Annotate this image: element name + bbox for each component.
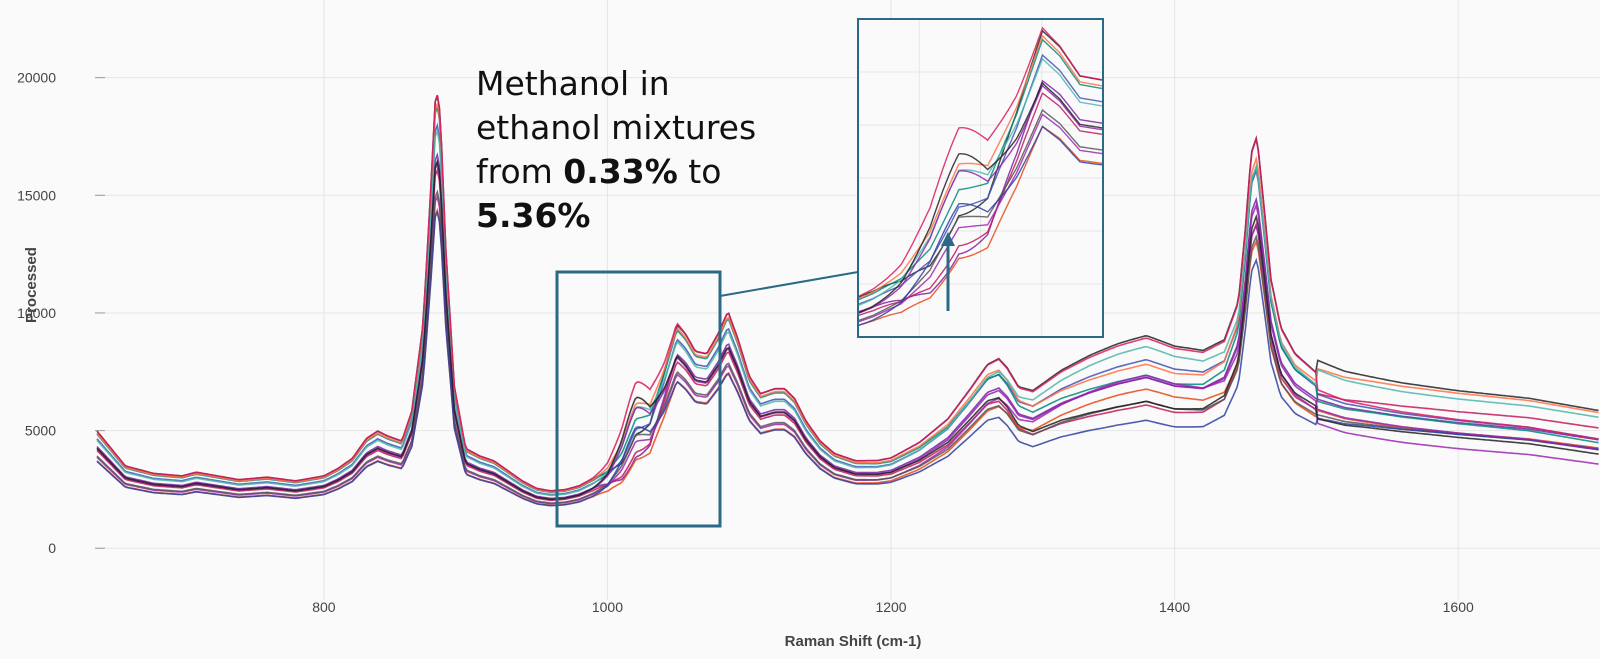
spectrum-line [96,161,1599,501]
spectrum-line [96,167,1599,502]
inset-spectrum-line [858,108,1103,322]
inset-spectrum-line [858,26,1103,298]
x-tick-label: 1400 [1159,599,1190,615]
spectrum-line [96,158,1599,500]
inset-border [857,18,1104,338]
y-tick-label: 5000 [25,423,56,439]
inset-spectrum-line [858,84,1103,315]
x-tick-label: 800 [312,599,336,615]
spectrum-line [96,106,1599,494]
spectrum-line [96,210,1599,507]
annotation-line-4: 5.36% [476,194,806,238]
inset-connector-line [719,271,859,297]
inset-spectrum-line [858,81,1103,314]
inset-spectrum-line [858,79,1103,313]
annotation-from-word: from [476,152,553,191]
spectrum-line [96,128,1599,497]
y-axis-title: Processed [23,247,40,323]
inset-spectra-lines [858,26,1103,327]
inset-spectrum-line [858,34,1103,300]
spectrum-line [96,94,1599,492]
chart-annotation: Methanol in ethanol mixtures from 0.33% … [476,62,806,238]
y-tick-label: 10000 [17,305,56,321]
y-tick-label: 15000 [17,187,56,203]
zoom-inset [857,18,1104,338]
inset-spectrum-line [858,53,1103,306]
y-tick-label: 20000 [17,70,56,86]
spectrum-line [96,95,1599,492]
spectrum-line [96,122,1599,496]
axis-ticks: 800 1000 1200 1400 1600 0 5000 10000 15000 20000 [17,70,1474,615]
y-tick-label: 0 [48,540,56,556]
up-arrow-icon [941,232,955,246]
spectrum-line [96,189,1599,504]
inset-spectrum-line [858,125,1103,327]
x-tick-label: 1000 [592,599,623,615]
annotation-line-3: from 0.33% to [476,150,806,194]
annotation-to-word: to [688,152,722,191]
spectrum-line [96,103,1599,493]
spectra-lines [96,94,1599,507]
annotation-to-value: 5.36% [476,196,591,235]
inset-spectrum-line [858,125,1103,327]
annotation-from-value: 0.33% [563,152,678,191]
inset-grid [858,19,1103,337]
x-axis-title: Raman Shift (cm-1) [785,633,922,650]
annotation-line-1: Methanol in [476,64,670,103]
grid [97,0,1600,600]
x-tick-label: 1200 [875,599,906,615]
spectrum-line [96,152,1599,500]
annotation-line-2: ethanol mixtures [476,108,757,147]
inset-spectrum-line [858,38,1103,301]
inset-spectrum-line [858,57,1103,307]
methanol-region-box [555,270,722,528]
x-tick-label: 1600 [1443,599,1474,615]
